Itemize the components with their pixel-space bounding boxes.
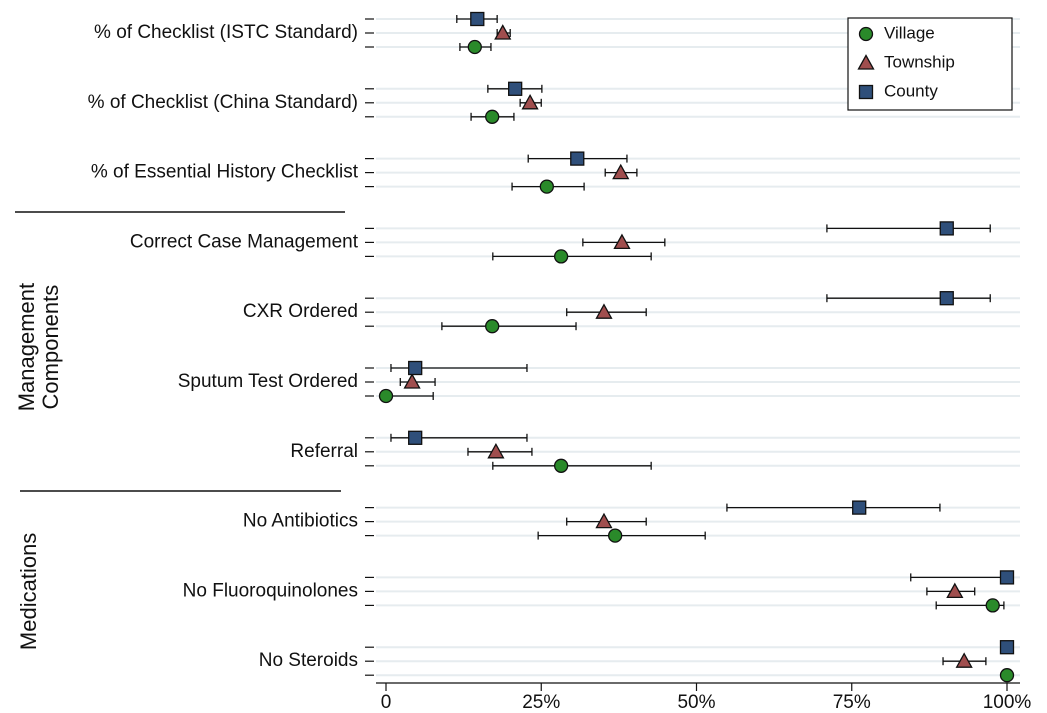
marker bbox=[470, 11, 485, 27]
category-label: Referral bbox=[290, 441, 358, 462]
category-label: Sputum Test Ordered bbox=[178, 371, 358, 392]
legend-label: Village bbox=[884, 23, 935, 42]
marker bbox=[852, 500, 867, 515]
marker bbox=[612, 163, 630, 180]
x-tick-label: 25% bbox=[522, 692, 560, 713]
category-label: No Antibiotics bbox=[243, 511, 358, 532]
marker bbox=[613, 233, 631, 250]
marker bbox=[408, 430, 423, 445]
marker bbox=[521, 93, 539, 110]
marker bbox=[595, 303, 613, 319]
legend-label: County bbox=[884, 81, 938, 100]
x-tick-label: 75% bbox=[833, 692, 871, 713]
marker bbox=[487, 442, 505, 459]
legend-label: Township bbox=[884, 52, 955, 71]
marker bbox=[946, 582, 964, 599]
marker bbox=[485, 319, 500, 334]
marker bbox=[857, 54, 875, 70]
marker bbox=[999, 668, 1015, 683]
marker bbox=[939, 291, 954, 306]
category-label: % of Checklist (ISTC Standard) bbox=[94, 22, 358, 43]
group-label: Medications bbox=[16, 533, 41, 650]
marker bbox=[999, 640, 1015, 655]
marker bbox=[553, 458, 569, 473]
marker bbox=[467, 39, 482, 55]
marker bbox=[553, 249, 569, 264]
marker bbox=[508, 81, 523, 96]
marker bbox=[999, 570, 1015, 585]
x-tick-label: 100% bbox=[983, 692, 1032, 713]
legend-box bbox=[847, 17, 1013, 111]
marker bbox=[955, 652, 973, 668]
marker bbox=[858, 84, 874, 100]
category-label: No Fluoroquinolones bbox=[183, 580, 358, 601]
marker bbox=[985, 598, 1000, 613]
marker bbox=[939, 221, 954, 236]
x-tick-label: 0 bbox=[381, 692, 392, 713]
marker bbox=[485, 109, 500, 124]
marker bbox=[607, 528, 623, 543]
category-label: Correct Case Management bbox=[130, 231, 359, 252]
category-label: CXR Ordered bbox=[243, 301, 358, 322]
x-tick-label: 50% bbox=[677, 692, 715, 713]
category-label: % of Essential History Checklist bbox=[91, 162, 359, 183]
marker bbox=[595, 512, 613, 529]
group-label: ManagementComponents bbox=[14, 283, 63, 411]
marker bbox=[570, 151, 585, 166]
marker bbox=[408, 360, 423, 376]
category-label: % of Checklist (China Standard) bbox=[88, 92, 358, 113]
marker bbox=[403, 373, 421, 389]
marker bbox=[378, 388, 394, 404]
marker bbox=[494, 24, 512, 40]
marker bbox=[858, 26, 874, 42]
marker bbox=[539, 179, 554, 194]
category-label: No Steroids bbox=[259, 650, 358, 671]
